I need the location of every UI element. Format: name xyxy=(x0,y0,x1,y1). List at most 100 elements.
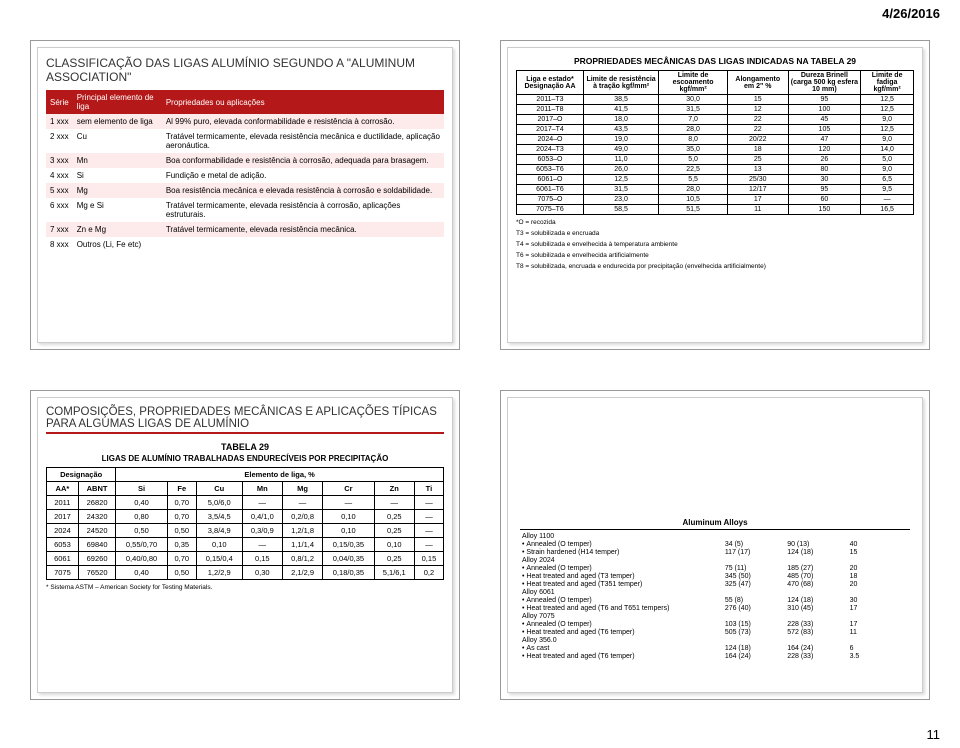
table-cell: 7075 xyxy=(47,566,79,580)
table-cell: 12 xyxy=(727,105,788,115)
slide-frame: CLASSIFICAÇÃO DAS LIGAS ALUMÍNIO SEGUNDO… xyxy=(37,47,453,343)
table-cell: 6053 xyxy=(47,538,79,552)
alloy-title: Aluminum Alloys xyxy=(520,518,910,530)
table-cell: 2017 xyxy=(47,510,79,524)
alloy-value: 485 (70) xyxy=(785,572,847,580)
footnote-line: *O = recozida xyxy=(516,219,914,226)
table-cell: Zn e Mg xyxy=(73,222,162,237)
alloy-value: 20 xyxy=(848,564,910,572)
table-cell: — xyxy=(242,496,282,510)
mech-title: PROPRIEDADES MECÂNICAS DAS LIGAS INDICAD… xyxy=(516,56,914,66)
table-cell: 2011–T3 xyxy=(517,95,584,105)
table-cell: 2 xxx xyxy=(46,129,73,153)
table-row: 7075–T658,551,51115016,5 xyxy=(517,205,914,215)
alloy-label: • Strain hardened (H14 temper) xyxy=(520,548,723,556)
table-cell: 25/30 xyxy=(727,175,788,185)
table-cell: 0,40 xyxy=(116,496,167,510)
table-row: 6061692600,40/0,800,700,15/0,40,150,8/1,… xyxy=(47,552,444,566)
table-cell: sem elemento de liga xyxy=(73,114,162,129)
comp-header: Zn xyxy=(374,482,414,496)
table-cell: Mn xyxy=(73,153,162,168)
table-cell: 105 xyxy=(788,125,861,135)
table-cell: — xyxy=(414,524,443,538)
alloy-value: 3.5 xyxy=(848,652,910,660)
table-cell: 51,5 xyxy=(659,205,728,215)
table-cell: 14,0 xyxy=(861,145,914,155)
alloy-value: 124 (18) xyxy=(785,548,847,556)
table-row: 6061–O12,55,525/30306,5 xyxy=(517,175,914,185)
table-cell: 22,5 xyxy=(659,165,728,175)
table-cell: 12,5 xyxy=(861,105,914,115)
mech-header: Liga e estado* Designação AA xyxy=(517,71,584,95)
table-row: Alloy 7075 xyxy=(520,612,910,620)
table-cell: 7075–O xyxy=(517,195,584,205)
slide-top-left: CLASSIFICAÇÃO DAS LIGAS ALUMÍNIO SEGUNDO… xyxy=(30,40,460,350)
table-cell: Tratável termicamente, elevada resistênc… xyxy=(162,129,444,153)
mech-header: Limite de escoamento kgf/mm² xyxy=(659,71,728,95)
table-cell: 30,0 xyxy=(659,95,728,105)
table-cell: 12,5 xyxy=(861,95,914,105)
table-cell: 0,8/1,2 xyxy=(282,552,322,566)
footnote-line: T3 = solubilizada e encruada xyxy=(516,230,914,237)
table-cell: 0,2 xyxy=(414,566,443,580)
table-cell: Outros (Li, Fe etc) xyxy=(73,237,162,252)
table-cell: 31,5 xyxy=(659,105,728,115)
table-cell: 150 xyxy=(788,205,861,215)
series-header: Série xyxy=(46,90,73,114)
table-cell: 0,4/1,0 xyxy=(242,510,282,524)
alloy-label: • Annealed (O temper) xyxy=(520,620,723,628)
table-cell: 5,5 xyxy=(659,175,728,185)
table-cell: 0,10 xyxy=(323,524,374,538)
alloy-label: • Annealed (O temper) xyxy=(520,596,723,604)
table-cell: 43,5 xyxy=(583,125,658,135)
table-cell: — xyxy=(414,496,443,510)
table-cell: — xyxy=(282,496,322,510)
table-cell: 0,15/0,35 xyxy=(323,538,374,552)
comp-header: Fe xyxy=(167,482,196,496)
table-cell: 3,5/4,5 xyxy=(196,510,242,524)
slide-frame: PROPRIEDADES MECÂNICAS DAS LIGAS INDICAD… xyxy=(507,47,923,343)
table-cell: Mg e Si xyxy=(73,198,162,222)
table-cell: 0,18/0,35 xyxy=(323,566,374,580)
alloy-value: 75 (11) xyxy=(723,564,785,572)
table-cell: 2024 xyxy=(47,524,79,538)
table-row: • As cast124 (18)164 (24)6 xyxy=(520,644,910,652)
table-cell: 7,0 xyxy=(659,115,728,125)
table-cell: 5 xxx xyxy=(46,183,73,198)
table-cell: 11,0 xyxy=(583,155,658,165)
table-cell: 0,2/0,8 xyxy=(282,510,322,524)
alloy-value: 55 (8) xyxy=(723,596,785,604)
mech-table: Liga e estado* Designação AALimite de re… xyxy=(516,70,914,215)
alloy-group: Alloy 1100 xyxy=(520,532,910,540)
table-cell: 18 xyxy=(727,145,788,155)
table-cell xyxy=(162,237,444,252)
table-row: Alloy 6061 xyxy=(520,588,910,596)
alloy-value: 117 (17) xyxy=(723,548,785,556)
series-header: Principal elemento de liga xyxy=(73,90,162,114)
table-cell: 12,5 xyxy=(583,175,658,185)
table-cell: 0,80 xyxy=(116,510,167,524)
table-cell: 0,50 xyxy=(167,524,196,538)
table-cell: 2024–T3 xyxy=(517,145,584,155)
table-cell: 69260 xyxy=(78,552,115,566)
alloy-value: 17 xyxy=(848,604,910,612)
bl-heading: COMPOSIÇÕES, PROPRIEDADES MECÂNICAS E AP… xyxy=(46,406,444,430)
table-cell: 38,5 xyxy=(583,95,658,105)
table-cell: 120 xyxy=(788,145,861,155)
table-row: 2011–T841,531,51210012,5 xyxy=(517,105,914,115)
alloy-value: 164 (24) xyxy=(785,644,847,652)
table-row: • Annealed (O temper)75 (11)185 (27)20 xyxy=(520,564,910,572)
table-cell: — xyxy=(374,496,414,510)
table-cell: 6053–T6 xyxy=(517,165,584,175)
table-cell: 2017–O xyxy=(517,115,584,125)
table-row: 5 xxxMgBoa resistência mecânica e elevad… xyxy=(46,183,444,198)
table-cell: 0,50 xyxy=(116,524,167,538)
table-cell: 26,0 xyxy=(583,165,658,175)
table-cell: 35,0 xyxy=(659,145,728,155)
table-cell: Al 99% puro, elevada conformabilidade e … xyxy=(162,114,444,129)
table-row: 2024245200,500,503,8/4,90,3/0,91,2/1,80,… xyxy=(47,524,444,538)
table-cell: 5,1/6,1 xyxy=(374,566,414,580)
table-cell: 41,5 xyxy=(583,105,658,115)
table-cell: 12,5 xyxy=(861,125,914,135)
table-row: 1 xxxsem elemento de ligaAl 99% puro, el… xyxy=(46,114,444,129)
